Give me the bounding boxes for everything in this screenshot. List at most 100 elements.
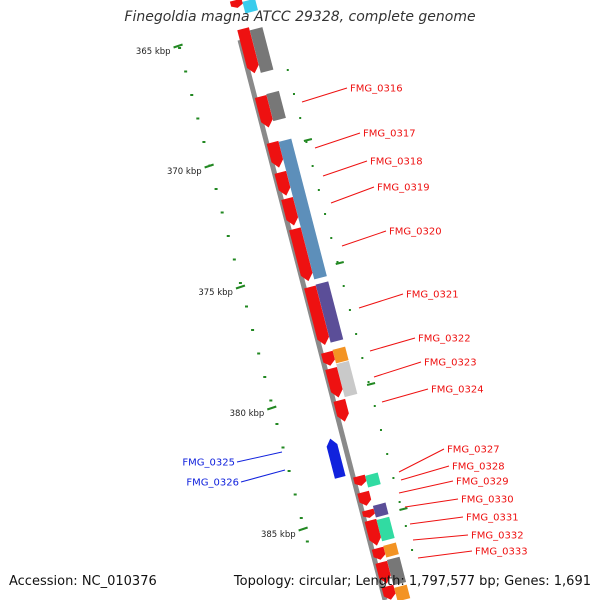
forward-gene-16-shape bbox=[375, 560, 391, 584]
forward-gene-7 bbox=[304, 285, 330, 346]
gene-label-fmg-0319: FMG_0319 bbox=[377, 183, 430, 194]
cog-bars bbox=[242, 0, 411, 600]
cog-bar-9-shape bbox=[376, 516, 395, 542]
forward-gene-14 bbox=[364, 518, 381, 546]
forward-gene-9-shape bbox=[325, 366, 343, 398]
reverse-gene-fmg-0326-shape bbox=[329, 441, 335, 449]
cog-bar-6-shape bbox=[336, 360, 358, 398]
reverse-genes bbox=[326, 438, 346, 479]
cog-bar-5 bbox=[332, 346, 349, 364]
forward-gene-5 bbox=[281, 196, 299, 226]
cog-bar-10-shape bbox=[383, 542, 399, 558]
cog-bar-3 bbox=[278, 138, 327, 280]
cog-bar-8 bbox=[372, 502, 389, 518]
cog-bar-1-shape bbox=[249, 27, 274, 73]
forward-gene-3-shape bbox=[266, 140, 284, 168]
cog-bar-7 bbox=[365, 472, 381, 488]
gene-label-fmg-0326: FMG_0326 bbox=[186, 478, 239, 489]
scale-label: 370 kbp bbox=[167, 167, 202, 177]
reverse-gene-fmg-0325 bbox=[326, 438, 346, 479]
forward-gene-14-shape bbox=[364, 518, 381, 546]
label-line bbox=[341, 230, 387, 247]
gene-label-fmg-0323: FMG_0323 bbox=[424, 358, 477, 369]
cog-bar-0-shape bbox=[242, 0, 258, 14]
label-line bbox=[322, 160, 368, 177]
cog-bar-11-shape bbox=[386, 556, 407, 586]
forward-gene-11 bbox=[353, 474, 367, 486]
gene-label-fmg-0316: FMG_0316 bbox=[350, 84, 403, 95]
scale-ticks bbox=[173, 43, 414, 551]
forward-gene-2-shape bbox=[254, 95, 273, 128]
gene-label-fmg-0325: FMG_0325 bbox=[182, 458, 235, 469]
gene-label-fmg-0329: FMG_0329 bbox=[456, 477, 509, 488]
forward-gene-15-shape bbox=[371, 546, 386, 560]
cog-bar-8-shape bbox=[372, 502, 389, 518]
forward-gene-6 bbox=[289, 227, 313, 282]
forward-gene-13-shape bbox=[361, 508, 375, 518]
gene-label-fmg-0318: FMG_0318 bbox=[370, 157, 423, 168]
gene-labels: FMG_0316 FMG_0317 FMG_0318 FMG_0319 FMG_0320… bbox=[182, 84, 527, 558]
forward-gene-11-shape bbox=[353, 474, 367, 486]
cog-bar-5-shape bbox=[332, 346, 349, 364]
cog-bar-6 bbox=[336, 360, 358, 398]
gene-label-fmg-0328: FMG_0328 bbox=[452, 462, 505, 473]
forward-gene-2 bbox=[254, 95, 273, 128]
label-lines bbox=[236, 87, 473, 559]
cog-bar-0 bbox=[242, 0, 258, 14]
reverse-gene-fmg-0326 bbox=[329, 441, 335, 449]
cog-bar-3-shape bbox=[278, 138, 327, 280]
accession-text: Accession: NC_010376 bbox=[9, 574, 157, 589]
forward-gene-15 bbox=[371, 546, 386, 560]
forward-gene-0 bbox=[229, 0, 243, 8]
label-line bbox=[412, 534, 469, 541]
label-line bbox=[381, 388, 429, 403]
major-tick bbox=[266, 405, 277, 411]
label-line bbox=[314, 132, 361, 149]
forward-gene-17-shape bbox=[381, 584, 396, 600]
genome-summary: Topology: circular; Length: 1,797,577 bp… bbox=[233, 574, 591, 589]
scale-label: 365 kbp bbox=[136, 47, 171, 57]
forward-gene-16 bbox=[375, 560, 391, 584]
gene-label-fmg-0333: FMG_0333 bbox=[475, 547, 528, 558]
cog-bar-4-shape bbox=[315, 281, 344, 343]
gene-label-fmg-0330: FMG_0330 bbox=[461, 495, 514, 506]
forward-gene-17 bbox=[381, 584, 396, 600]
label-line bbox=[240, 469, 286, 483]
forward-gene-8 bbox=[321, 350, 335, 366]
gene-label-fmg-0322: FMG_0322 bbox=[418, 334, 471, 345]
major-tick bbox=[366, 382, 376, 386]
major-tick bbox=[303, 138, 313, 142]
label-line bbox=[409, 516, 464, 525]
forward-genes bbox=[229, 0, 396, 600]
forward-gene-12-shape bbox=[357, 490, 372, 506]
cog-bar-12-shape bbox=[394, 584, 411, 600]
scale-label: 375 kbp bbox=[198, 288, 233, 298]
forward-gene-1 bbox=[237, 27, 259, 74]
forward-gene-5-shape bbox=[281, 196, 299, 226]
label-line bbox=[417, 550, 473, 559]
forward-gene-12 bbox=[357, 490, 372, 506]
major-tick bbox=[298, 526, 308, 532]
gene-label-fmg-0327: FMG_0327 bbox=[447, 445, 500, 456]
label-line bbox=[404, 498, 459, 508]
label-line bbox=[373, 361, 422, 378]
gene-label-fmg-0332: FMG_0332 bbox=[471, 531, 524, 542]
reverse-gene-fmg-0325-shape bbox=[326, 438, 346, 479]
cog-bar-10 bbox=[383, 542, 399, 558]
scale-label: 385 kbp bbox=[261, 530, 296, 540]
forward-gene-10 bbox=[333, 398, 349, 422]
label-line bbox=[358, 293, 404, 309]
cog-bar-11 bbox=[386, 556, 407, 586]
major-tick bbox=[204, 163, 214, 169]
gene-label-fmg-0324: FMG_0324 bbox=[431, 385, 484, 396]
gene-label-fmg-0331: FMG_0331 bbox=[466, 513, 519, 524]
forward-gene-3 bbox=[266, 140, 284, 168]
gene-label-fmg-0317: FMG_0317 bbox=[363, 129, 416, 140]
cog-bar-12 bbox=[394, 584, 411, 600]
label-line bbox=[400, 465, 450, 481]
forward-gene-8-shape bbox=[321, 350, 335, 366]
forward-gene-9 bbox=[325, 366, 343, 398]
label-line bbox=[236, 451, 283, 463]
forward-gene-7-shape bbox=[304, 285, 330, 346]
